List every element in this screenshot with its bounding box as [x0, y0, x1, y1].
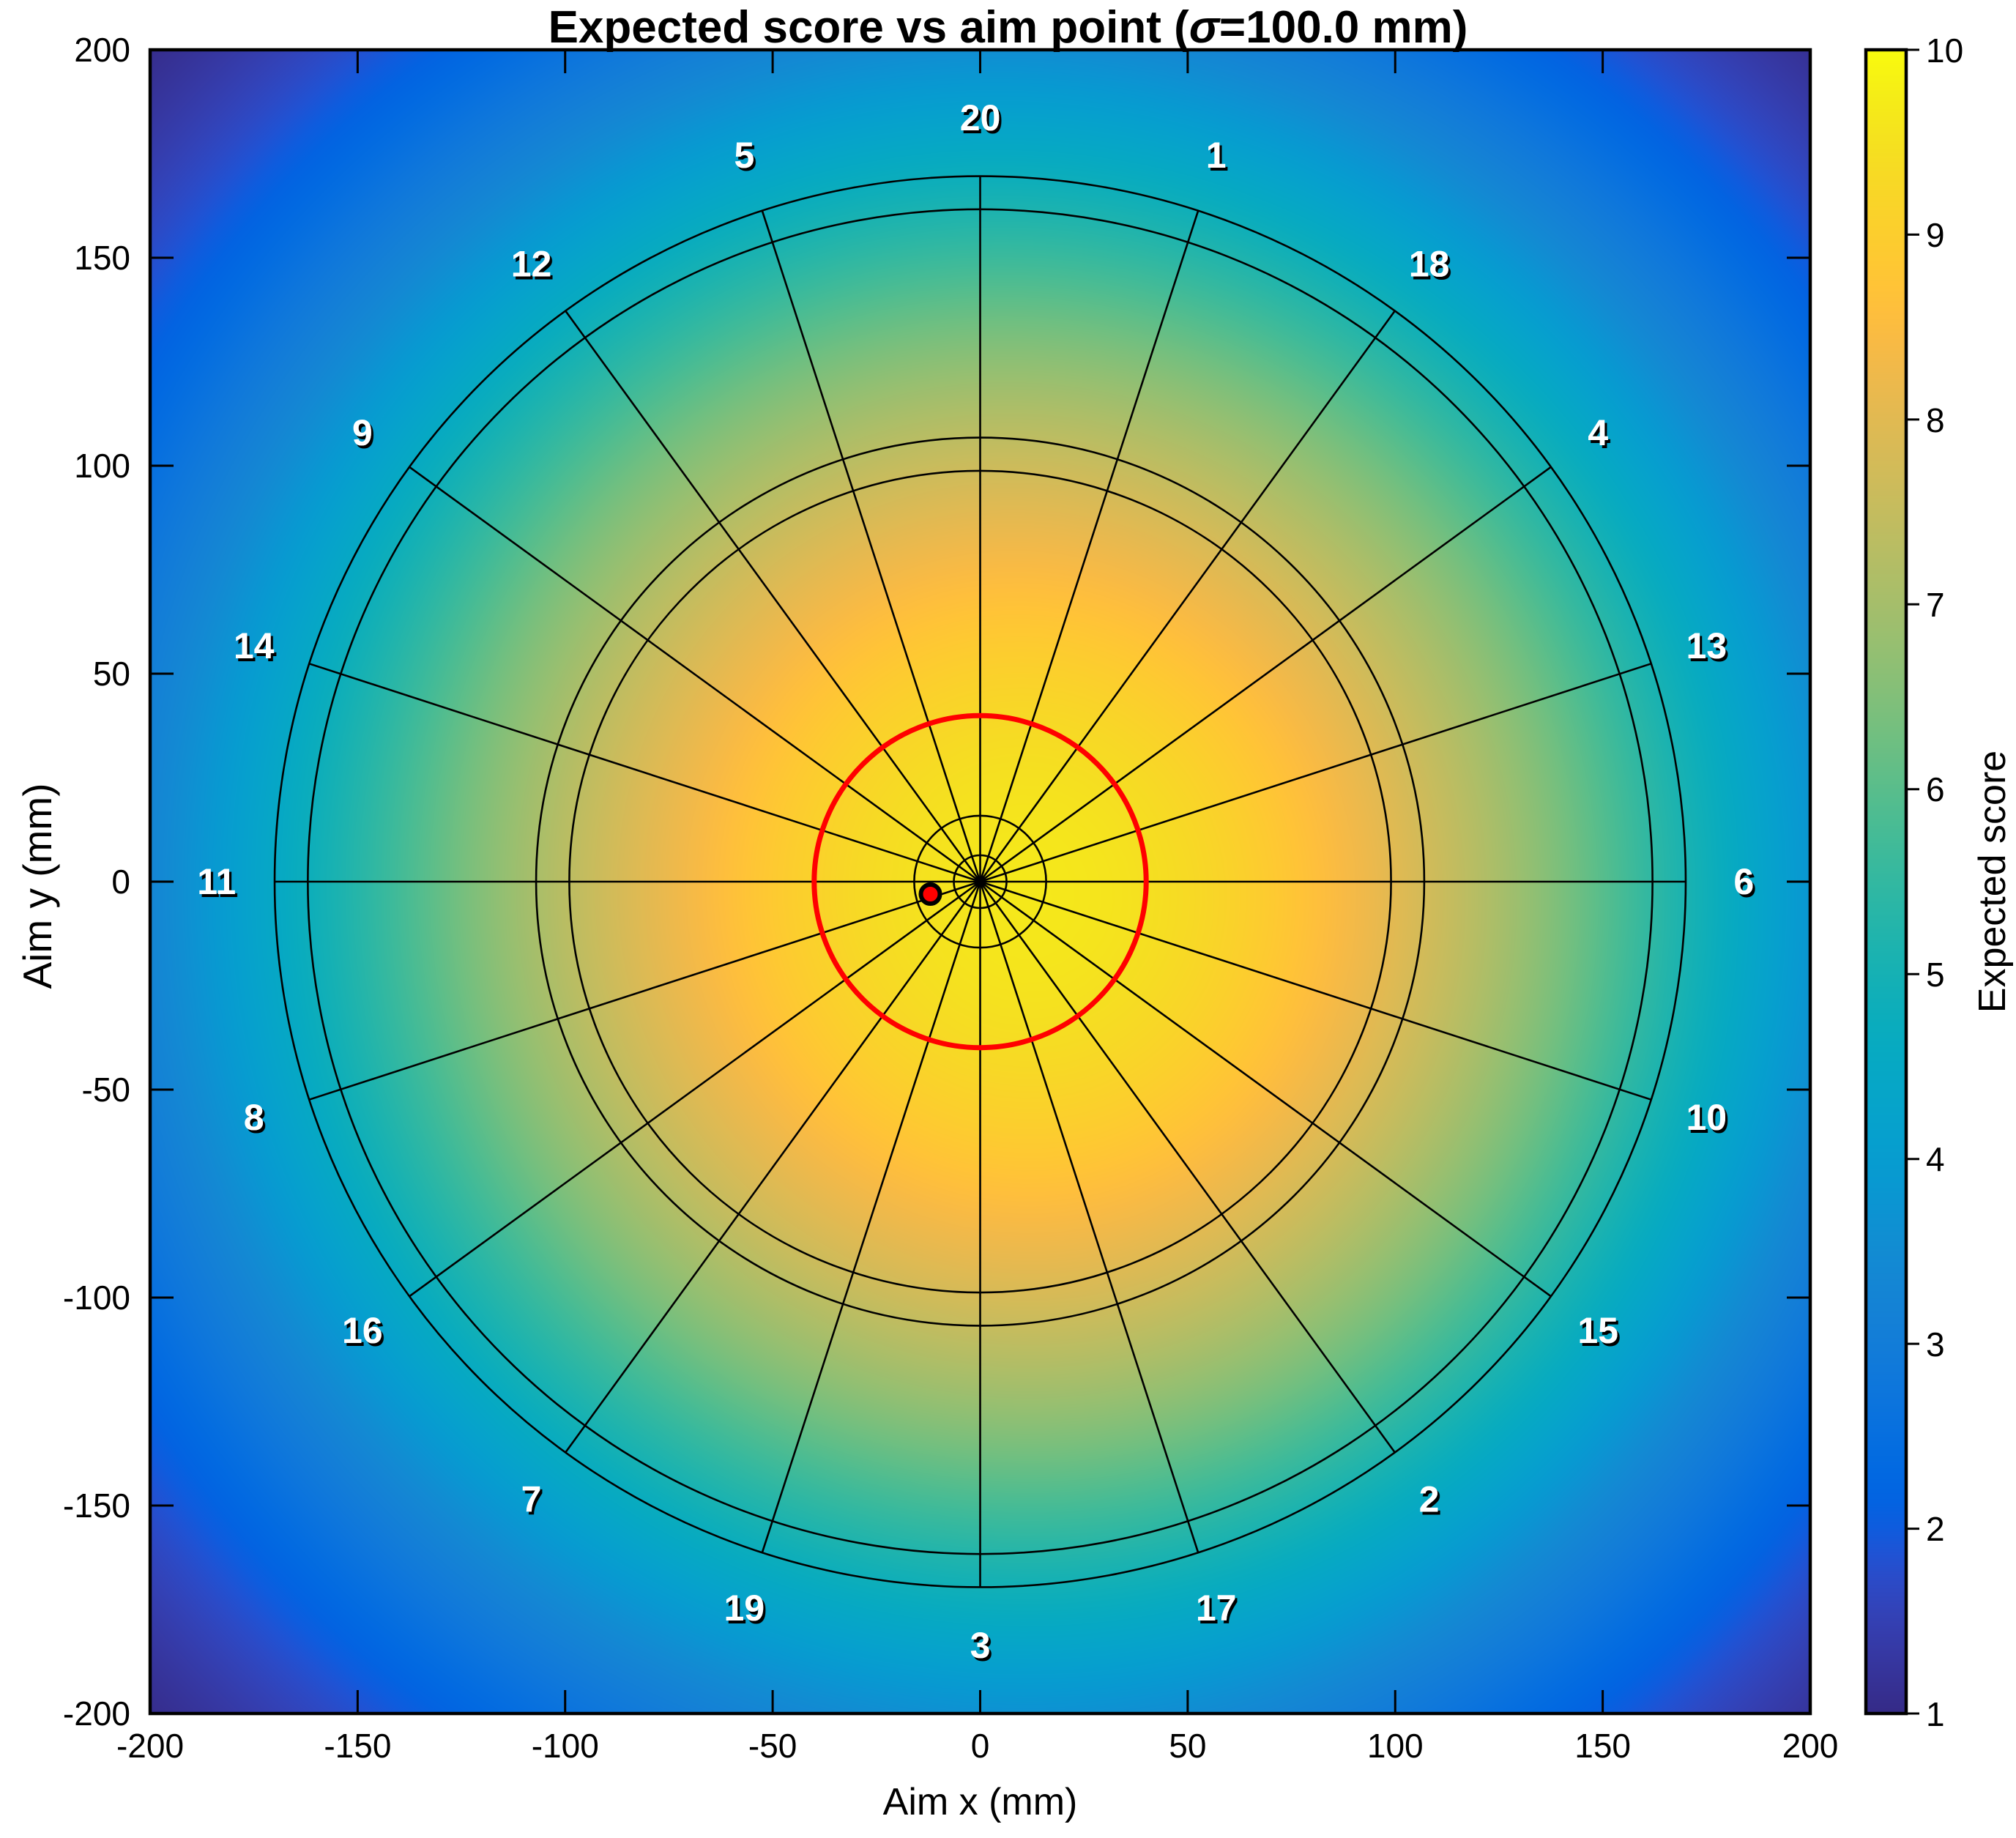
svg-text:1: 1 — [1926, 1695, 1945, 1733]
svg-text:13: 13 — [1686, 625, 1727, 666]
svg-text:12: 12 — [511, 243, 552, 284]
svg-text:-150: -150 — [63, 1487, 130, 1525]
svg-text:1: 1 — [1206, 135, 1227, 176]
svg-text:0: 0 — [971, 1727, 990, 1765]
svg-text:-100: -100 — [532, 1727, 599, 1765]
svg-text:Aim x (mm): Aim x (mm) — [883, 1781, 1078, 1823]
svg-text:100: 100 — [1367, 1727, 1424, 1765]
svg-text:-150: -150 — [324, 1727, 391, 1765]
svg-text:19: 19 — [724, 1588, 765, 1629]
svg-text:Aim y (mm): Aim y (mm) — [15, 783, 60, 989]
svg-text:8: 8 — [244, 1097, 264, 1138]
svg-text:50: 50 — [1169, 1727, 1206, 1765]
svg-text:3: 3 — [970, 1625, 991, 1666]
svg-text:15: 15 — [1577, 1310, 1618, 1351]
svg-text:6: 6 — [1926, 770, 1945, 808]
svg-text:11: 11 — [197, 861, 236, 902]
svg-text:200: 200 — [1782, 1727, 1839, 1765]
svg-text:-50: -50 — [82, 1071, 130, 1109]
svg-text:7: 7 — [1926, 586, 1945, 624]
svg-text:18: 18 — [1409, 243, 1450, 284]
svg-text:100: 100 — [74, 447, 130, 485]
svg-text:20: 20 — [960, 97, 1001, 138]
svg-text:150: 150 — [1574, 1727, 1631, 1765]
svg-text:6: 6 — [1733, 861, 1754, 902]
svg-text:17: 17 — [1196, 1588, 1237, 1629]
svg-text:14: 14 — [234, 625, 275, 666]
svg-text:5: 5 — [734, 135, 754, 176]
svg-text:10: 10 — [1686, 1097, 1727, 1138]
svg-text:-100: -100 — [63, 1279, 130, 1317]
svg-text:Expected score: Expected score — [1971, 751, 2014, 1013]
svg-text:-50: -50 — [748, 1727, 797, 1765]
svg-text:4: 4 — [1926, 1140, 1945, 1178]
svg-text:8: 8 — [1926, 401, 1945, 439]
svg-text:9: 9 — [352, 412, 373, 453]
svg-text:0: 0 — [111, 863, 130, 901]
svg-text:3: 3 — [1926, 1325, 1945, 1363]
svg-text:5: 5 — [1926, 956, 1945, 994]
svg-text:4: 4 — [1588, 412, 1608, 453]
svg-text:2: 2 — [1419, 1479, 1440, 1520]
svg-text:150: 150 — [74, 239, 130, 277]
svg-text:-200: -200 — [63, 1694, 130, 1733]
svg-text:9: 9 — [1926, 216, 1945, 254]
svg-text:50: 50 — [93, 655, 130, 693]
svg-text:16: 16 — [342, 1310, 383, 1351]
svg-text:7: 7 — [521, 1479, 542, 1520]
svg-text:2: 2 — [1926, 1510, 1945, 1548]
